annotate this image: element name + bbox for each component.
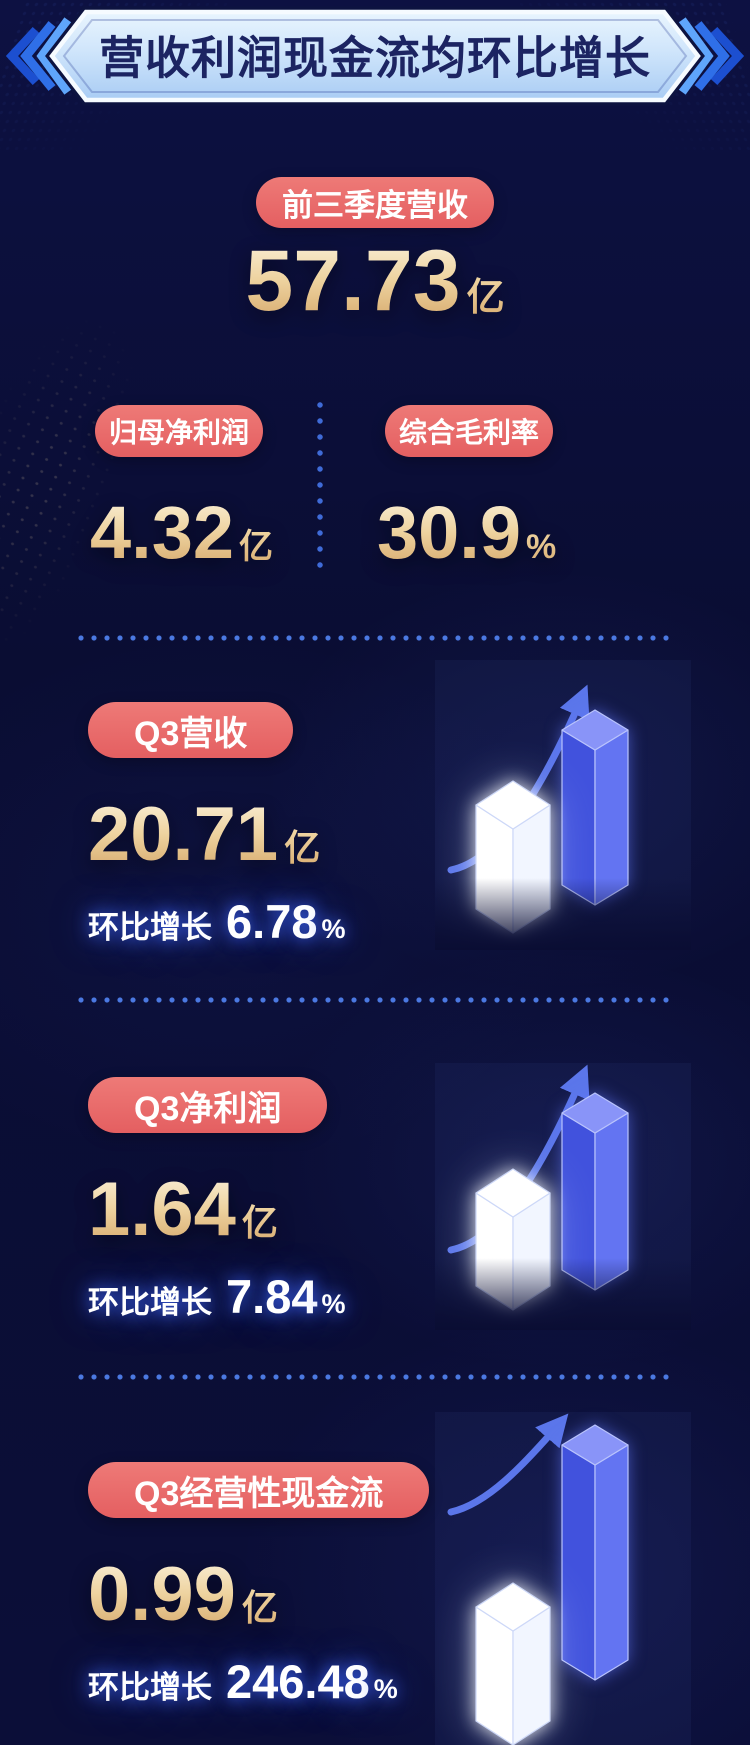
badge-q3-cash-flow: Q3经营性现金流: [88, 1462, 430, 1518]
banner-hexagon-graphic: [5, 6, 745, 106]
total-revenue-number: 57.73: [245, 233, 461, 329]
header-banner: 营收利润现金流均环比增长: [0, 4, 750, 108]
banner-hexagon: [45, 6, 705, 106]
page-title: 营收利润现金流均环比增长: [98, 32, 652, 84]
growth-label: 环比增长: [88, 1285, 212, 1320]
badge-q3-revenue: Q3营收: [88, 702, 294, 758]
badge-total-revenue-label: 前三季度营收: [282, 188, 468, 223]
q3-cash-flow-chart-graphic: [435, 1412, 691, 1745]
net-profit-value: 4.32 亿: [90, 496, 273, 570]
badge-q3-cash-flow-label: Q3经营性现金流: [134, 1474, 384, 1513]
q3-net-profit-value: 1.64 亿: [88, 1172, 278, 1248]
growth-value: 246.48: [226, 1655, 370, 1708]
total-revenue-value: 57.73 亿: [245, 238, 504, 324]
gross-margin-value: 30.9 %: [377, 496, 556, 570]
badge-q3-revenue-label: Q3营收: [134, 714, 248, 753]
badge-gross-margin-label: 综合毛利率: [399, 417, 540, 448]
gross-margin-number: 30.9: [377, 491, 522, 574]
section-q3-revenue: Q3营收 20.71 亿 环比增长 6.78 %: [0, 702, 750, 962]
q3-revenue-growth: 环比增长 6.78 %: [88, 898, 346, 947]
badge-total-revenue: 前三季度营收: [256, 177, 494, 228]
section-q3-cash-flow: Q3经营性现金流 0.99 亿 环比增长 246.48 %: [0, 1462, 750, 1722]
dotted-divider: [78, 997, 672, 1003]
growth-unit: %: [373, 1674, 398, 1704]
right-chevrons-icon: [678, 17, 745, 95]
q3-cash-flow-growth: 环比增长 246.48 %: [88, 1658, 398, 1707]
badge-gross-margin: 综合毛利率: [385, 405, 554, 457]
badge-net-profit: 归母净利润: [95, 405, 264, 457]
q3-net-profit-number: 1.64: [88, 1167, 236, 1252]
dotted-divider: [78, 635, 672, 641]
badge-q3-net-profit: Q3净利润: [88, 1077, 328, 1133]
net-profit-unit: 亿: [239, 528, 274, 566]
q3-revenue-number: 20.71: [88, 792, 279, 877]
growth-label: 环比增长: [88, 1670, 212, 1705]
growth-unit: %: [321, 1289, 346, 1319]
q3-cash-flow-unit: 亿: [241, 1587, 278, 1628]
q3-net-profit-unit: 亿: [241, 1202, 278, 1243]
section-q3-net-profit: Q3净利润 1.64 亿 环比增长 7.84 %: [0, 1077, 750, 1337]
total-revenue-unit: 亿: [466, 277, 505, 319]
q3-cash-flow-number: 0.99: [88, 1552, 236, 1637]
dotted-divider: [78, 1374, 672, 1380]
q3-revenue-unit: 亿: [284, 827, 321, 868]
q3-net-profit-growth: 环比增长 7.84 %: [88, 1273, 346, 1322]
q3-revenue-chart-graphic: [435, 660, 691, 950]
gross-margin-unit: %: [526, 528, 557, 566]
growth-value: 6.78: [226, 895, 318, 948]
growth-label: 环比增长: [88, 910, 212, 945]
q3-cash-flow-value: 0.99 亿: [88, 1557, 278, 1633]
growth-value: 7.84: [226, 1270, 318, 1323]
growth-unit: %: [321, 914, 346, 944]
q3-revenue-value: 20.71 亿: [88, 797, 320, 873]
left-chevrons-icon: [5, 17, 72, 95]
badge-q3-net-profit-label: Q3净利润: [134, 1089, 282, 1128]
vertical-dotted-divider: [317, 402, 323, 574]
particle-texture: [0, 253, 199, 717]
badge-net-profit-label: 归母净利润: [109, 417, 250, 448]
q3-net-profit-chart-graphic: [435, 1063, 691, 1330]
net-profit-number: 4.32: [90, 491, 235, 574]
